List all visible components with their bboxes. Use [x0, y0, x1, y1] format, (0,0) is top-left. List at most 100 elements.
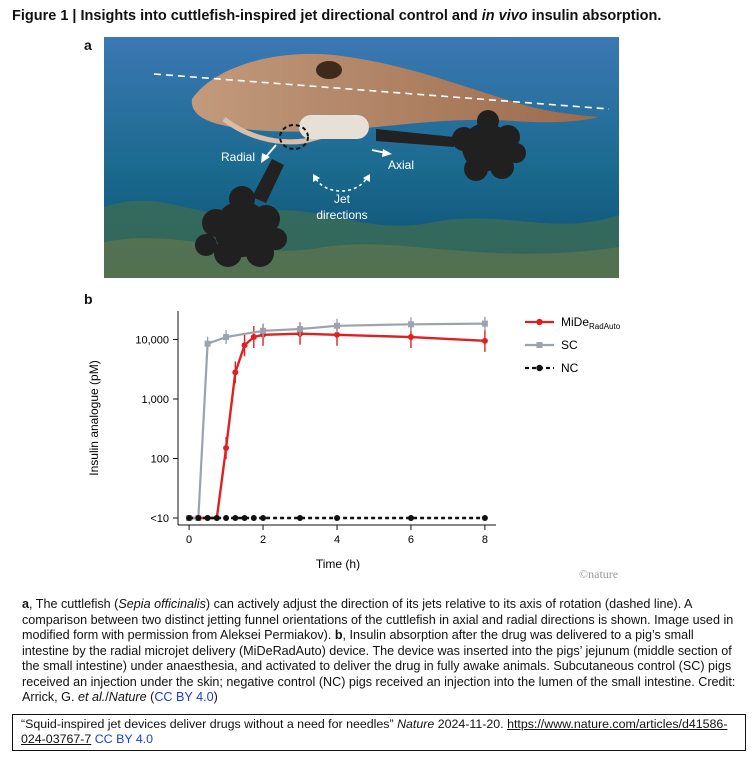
y-tick-label: 100: [151, 454, 169, 466]
caption-b-part1: , Insulin absorption after the drug was …: [22, 628, 736, 704]
x-tick-label: 6: [408, 534, 414, 546]
x-tick-label: 0: [186, 534, 192, 546]
legend-item-sc: SC: [525, 338, 578, 352]
data-point-mide: [232, 369, 239, 376]
y-tick-label: 10,000: [135, 335, 169, 347]
cuttlefish-illustration: Radial Axial Jet directions: [104, 37, 619, 278]
data-point-nc: [481, 515, 488, 521]
series-line-mide: [189, 332, 485, 520]
citation-text1: “Squid-inspired jet devices deliver drug…: [21, 717, 398, 731]
caption-a-part2: ) can actively adjust the direction of i…: [22, 597, 734, 642]
data-point-nc: [195, 515, 202, 521]
legend-marker: [536, 342, 543, 348]
radial-jet-cloud: [195, 186, 287, 267]
figure-title-prefix: Figure 1 | Insights into cuttlefish-insp…: [12, 8, 482, 24]
chart-ticks: 0 2 4 6 8 <10 100 1,000 10,000: [135, 335, 488, 547]
series-sc: [186, 316, 488, 521]
data-point-sc: [297, 326, 304, 333]
figure-title-suffix: insulin absorption.: [527, 8, 662, 24]
citation-url-link[interactable]: https://www.nature.com/articles/d41586-0…: [21, 717, 728, 746]
data-point-nc: [213, 515, 220, 521]
data-point-sc: [481, 320, 488, 327]
data-point-sc: [334, 322, 340, 329]
caption-a-label: a: [22, 597, 30, 611]
panel-b-letter: b: [84, 291, 93, 307]
legend-label: MiDeRadAuto: [561, 315, 621, 331]
legend-item-mide: MiDeRadAuto: [525, 315, 621, 331]
caption-journal: Nature: [108, 690, 147, 704]
legend-label-subscript: RadAuto: [589, 322, 621, 331]
panel-a-letter: a: [84, 37, 92, 53]
rotation-axis-line: [153, 73, 610, 110]
caption-et-al: et al.: [77, 690, 106, 704]
axial-label: Axial: [388, 158, 414, 172]
data-point-nc: [223, 515, 230, 521]
x-tick-label: 2: [260, 534, 266, 546]
caption-b-part3: (: [146, 690, 155, 704]
figure-caption: a, The cuttlefish (Sepia officinalis) ca…: [22, 597, 738, 706]
series-nc: [186, 515, 488, 521]
y-tick-label: 1,000: [141, 394, 169, 406]
data-point-mide: [241, 342, 248, 349]
y-axis-label: Insulin analogue (pM): [87, 360, 101, 475]
caption-species: Sepia officinalis: [118, 597, 206, 611]
caption-b-part2: /: [105, 690, 109, 704]
y-tick-label: <10: [150, 513, 169, 525]
legend-marker: [536, 318, 543, 326]
nature-watermark: ©nature: [579, 567, 619, 581]
funnel-highlight: [279, 124, 309, 150]
data-point-sc: [407, 321, 414, 328]
caption-license-link[interactable]: CC BY 4.0: [154, 690, 214, 704]
figure-title-italic: in vivo: [481, 8, 528, 24]
insulin-chart-svg: 0 2 4 6 8 <10 100 1,000 10,000 Time (h) Insulin …: [87, 311, 621, 571]
citation-journal: Nature: [397, 717, 435, 731]
legend-marker: [536, 364, 543, 372]
radial-jet-stream: [252, 159, 284, 203]
citation-license-link[interactable]: CC BY 4.0: [94, 732, 154, 746]
data-point-nc: [260, 515, 267, 521]
data-point-mide: [250, 334, 257, 341]
legend-label: NC: [561, 361, 579, 375]
data-point-sc: [223, 334, 230, 341]
axial-jet-stream: [376, 129, 454, 147]
data-point-mide: [407, 334, 414, 341]
data-point-nc: [232, 515, 239, 521]
caption-b-part4: ): [213, 690, 218, 704]
funnel-device: [299, 115, 369, 139]
jet-label-line2: directions: [316, 208, 367, 222]
figure-title: Figure 1 | Insights into cuttlefish-insp…: [12, 8, 742, 24]
data-point-nc: [204, 515, 211, 521]
jet-label-line1: Jet: [334, 192, 351, 206]
data-point-mide: [223, 445, 230, 452]
radial-arrow-head: [261, 153, 270, 163]
x-tick-label: 8: [482, 534, 488, 546]
citation-text2: 2024-11-20.: [434, 717, 508, 731]
data-point-mide: [334, 331, 340, 338]
data-point-nc: [334, 515, 340, 521]
data-point-nc: [297, 515, 304, 521]
jet-arc-head-left: [313, 174, 320, 182]
data-point-nc: [250, 515, 257, 521]
data-point-mide: [481, 337, 488, 344]
cuttlefish-eye: [316, 61, 342, 79]
series-mide: [186, 322, 488, 521]
series-line-sc: [189, 322, 485, 520]
chart-legend: MiDeRadAuto SC NC: [525, 315, 621, 375]
chart-series: [186, 316, 488, 521]
data-point-nc: [407, 515, 414, 521]
jet-arc-head-right: [363, 174, 370, 182]
data-point-nc: [241, 515, 248, 521]
data-point-sc: [260, 327, 267, 334]
data-point-sc: [204, 340, 211, 347]
cuttlefish-photo: Radial Axial Jet directions: [104, 37, 619, 278]
axial-arrow-head: [382, 149, 392, 157]
radial-label: Radial: [221, 150, 255, 164]
caption-a-part1: , The cuttlefish (: [29, 597, 119, 611]
insulin-chart: 0 2 4 6 8 <10 100 1,000 10,000 Time (h) Insulin …: [82, 292, 642, 582]
data-point-nc: [186, 515, 193, 521]
axial-jet-cloud: [452, 110, 526, 181]
legend-label: SC: [561, 338, 578, 352]
x-tick-label: 4: [334, 534, 340, 546]
caption-b-label: b: [334, 628, 343, 642]
citation-box: “Squid-inspired jet devices deliver drug…: [12, 714, 746, 751]
